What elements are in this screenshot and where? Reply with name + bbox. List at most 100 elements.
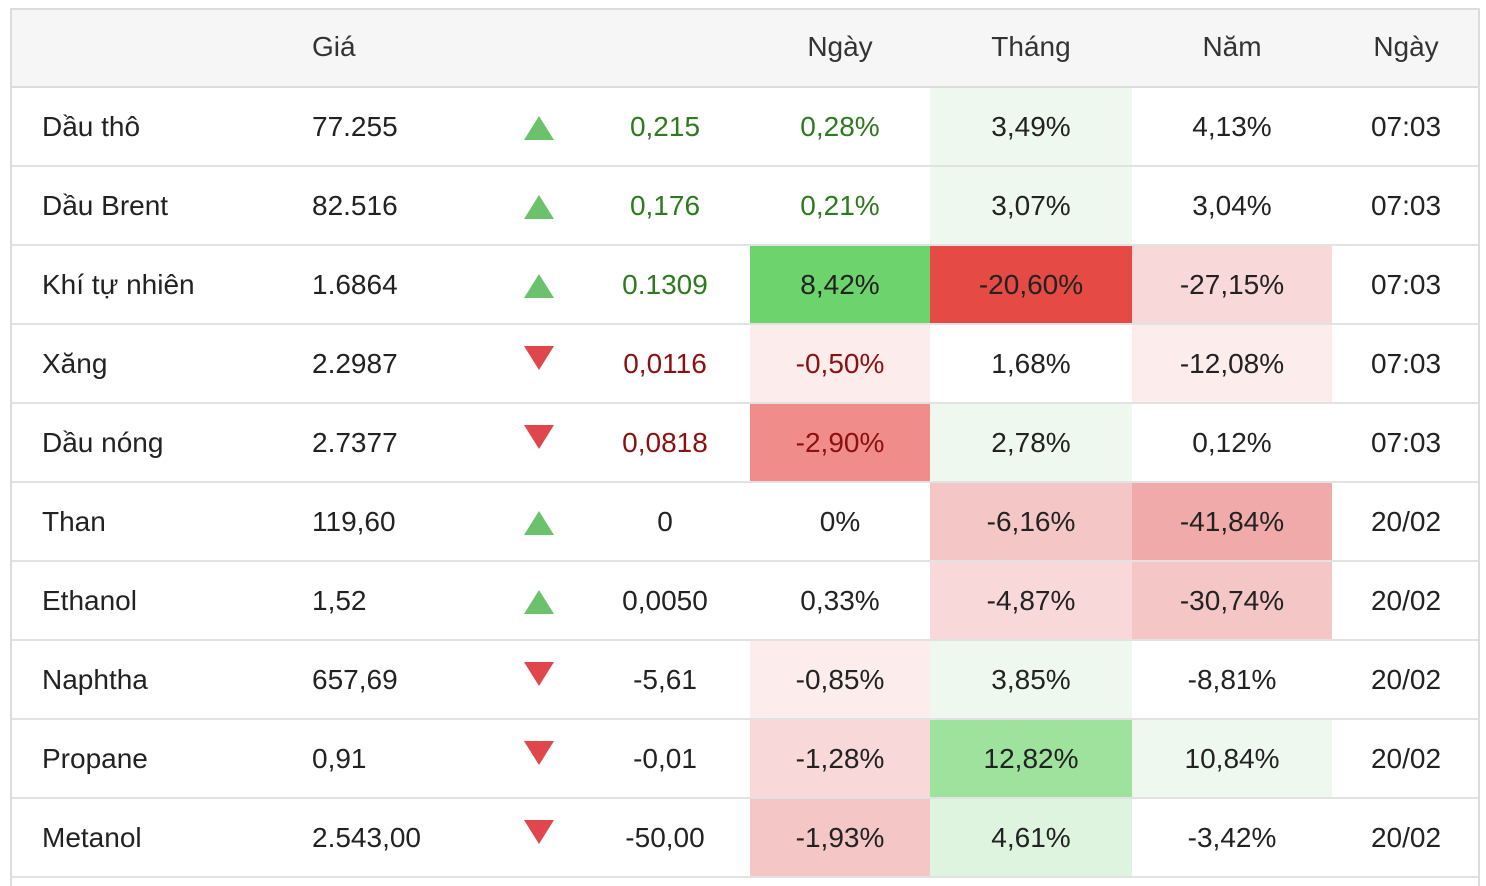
arrow-up-icon bbox=[524, 511, 554, 536]
update-date: 07:03 bbox=[1332, 166, 1478, 246]
year-change-percent: -27,15% bbox=[1132, 245, 1332, 325]
commodity-name[interactable]: Xăng bbox=[12, 324, 280, 404]
direction-cell bbox=[480, 482, 580, 562]
arrow-up-icon bbox=[524, 116, 554, 141]
header-day-change[interactable]: Ngày bbox=[750, 10, 930, 88]
commodity-price: 82.516 bbox=[280, 166, 480, 246]
table-row[interactable]: Than 119,60 0 0% -6,16% -41,84% 20/02 bbox=[12, 482, 1478, 562]
month-change-percent: 4,61% bbox=[930, 798, 1132, 878]
header-year-change[interactable]: Năm bbox=[1132, 10, 1332, 88]
header-name bbox=[12, 10, 280, 88]
price-change: -5,61 bbox=[580, 640, 750, 720]
day-change-percent: -0,85% bbox=[750, 640, 930, 720]
price-change: 0,215 bbox=[580, 87, 750, 167]
commodity-name[interactable]: Dầu Brent bbox=[12, 166, 280, 246]
table-row[interactable]: Ethanol 1,52 0,0050 0,33% -4,87% -30,74% 20/02 bbox=[12, 561, 1478, 641]
table-row[interactable]: Dầu thô 77.255 0,215 0,28% 3,49% 4,13% 07:03 bbox=[12, 87, 1478, 167]
update-date: 07:03 bbox=[1332, 403, 1478, 483]
month-change-percent: 3,07% bbox=[930, 166, 1132, 246]
year-change-percent: -12,08% bbox=[1132, 324, 1332, 404]
year-change-percent: -8,81% bbox=[1132, 640, 1332, 720]
month-change-percent: -4,87% bbox=[930, 561, 1132, 641]
year-change-percent: -3,42% bbox=[1132, 798, 1332, 878]
commodity-name[interactable]: Than bbox=[12, 482, 280, 562]
day-change-percent: -1,28% bbox=[750, 719, 930, 799]
commodity-name[interactable]: Naphtha bbox=[12, 640, 280, 720]
header-arrow bbox=[480, 10, 580, 88]
commodity-price: 119,60 bbox=[280, 482, 480, 562]
commodity-name[interactable]: Dầu nóng bbox=[12, 403, 280, 483]
arrow-down-icon bbox=[524, 346, 554, 371]
arrow-down-icon bbox=[524, 741, 554, 766]
update-date: 07:03 bbox=[1332, 87, 1478, 167]
arrow-down-icon bbox=[524, 425, 554, 450]
commodity-price: 0,91 bbox=[280, 719, 480, 799]
price-change: 0.1309 bbox=[580, 245, 750, 325]
month-change-percent: 12,82% bbox=[930, 719, 1132, 799]
table-row[interactable]: Dầu nóng 2.7377 0,0818 -2,90% 2,78% 0,12% 07:0… bbox=[12, 403, 1478, 483]
header-change bbox=[580, 10, 750, 88]
day-change-percent: 0,28% bbox=[750, 87, 930, 167]
table-header-row: Giá Ngày Tháng Năm Ngày bbox=[12, 10, 1478, 88]
direction-cell bbox=[480, 798, 580, 878]
price-change: 0,0818 bbox=[580, 403, 750, 483]
price-change: 0,176 bbox=[580, 166, 750, 246]
commodity-name[interactable]: Ethanol bbox=[12, 561, 280, 641]
direction-cell bbox=[480, 640, 580, 720]
commodity-name[interactable]: Propane bbox=[12, 719, 280, 799]
table-row[interactable]: Dầu Brent 82.516 0,176 0,21% 3,07% 3,04% 07:03 bbox=[12, 166, 1478, 246]
commodity-table-container: Giá Ngày Tháng Năm Ngày Dầu thô 77.255 0,2… bbox=[10, 8, 1480, 886]
month-change-percent: 3,85% bbox=[930, 640, 1132, 720]
year-change-percent: -41,84% bbox=[1132, 482, 1332, 562]
year-change-percent: -30,74% bbox=[1132, 561, 1332, 641]
month-change-percent: -20,60% bbox=[930, 245, 1132, 325]
header-month-change[interactable]: Tháng bbox=[930, 10, 1132, 88]
direction-cell bbox=[480, 719, 580, 799]
commodity-name[interactable]: Khí tự nhiên bbox=[12, 245, 280, 325]
year-change-percent: 10,84% bbox=[1132, 719, 1332, 799]
month-change-percent: 2,78% bbox=[930, 403, 1132, 483]
day-change-percent: 0,21% bbox=[750, 166, 930, 246]
update-date: 07:03 bbox=[1332, 324, 1478, 404]
day-change-percent: -2,90% bbox=[750, 403, 930, 483]
table-row[interactable]: Metanol 2.543,00 -50,00 -1,93% 4,61% -3,42% 20… bbox=[12, 798, 1478, 878]
update-date: 07:03 bbox=[1332, 245, 1478, 325]
header-date[interactable]: Ngày bbox=[1332, 10, 1478, 88]
table-row[interactable]: Khí tự nhiên 1.6864 0.1309 8,42% -20,60% -27,… bbox=[12, 245, 1478, 325]
direction-cell bbox=[480, 245, 580, 325]
price-change: -50,00 bbox=[580, 798, 750, 878]
price-change: 0,0050 bbox=[580, 561, 750, 641]
day-change-percent: 0% bbox=[750, 482, 930, 562]
arrow-up-icon bbox=[524, 195, 554, 220]
year-change-percent: 3,04% bbox=[1132, 166, 1332, 246]
update-date: 20/02 bbox=[1332, 561, 1478, 641]
year-change-percent: 4,13% bbox=[1132, 87, 1332, 167]
commodity-name[interactable]: Metanol bbox=[12, 798, 280, 878]
commodity-price: 1.6864 bbox=[280, 245, 480, 325]
arrow-up-icon bbox=[524, 274, 554, 299]
table-row[interactable]: Xăng 2.2987 0,0116 -0,50% 1,68% -12,08% 07:03 bbox=[12, 324, 1478, 404]
arrow-down-icon bbox=[524, 662, 554, 687]
commodity-price: 77.255 bbox=[280, 87, 480, 167]
day-change-percent: 0,33% bbox=[750, 561, 930, 641]
direction-cell bbox=[480, 324, 580, 404]
price-change: -0,01 bbox=[580, 719, 750, 799]
table-body: Dầu thô 77.255 0,215 0,28% 3,49% 4,13% 07:03 Dầ… bbox=[12, 87, 1478, 878]
price-change: 0 bbox=[580, 482, 750, 562]
direction-cell bbox=[480, 166, 580, 246]
direction-cell bbox=[480, 561, 580, 641]
day-change-percent: 8,42% bbox=[750, 245, 930, 325]
header-price[interactable]: Giá bbox=[280, 10, 480, 88]
direction-cell bbox=[480, 87, 580, 167]
month-change-percent: 1,68% bbox=[930, 324, 1132, 404]
price-change: 0,0116 bbox=[580, 324, 750, 404]
table-row[interactable]: Propane 0,91 -0,01 -1,28% 12,82% 10,84% 20/02 bbox=[12, 719, 1478, 799]
day-change-percent: -1,93% bbox=[750, 798, 930, 878]
table-row[interactable]: Naphtha 657,69 -5,61 -0,85% 3,85% -8,81% 20/02 bbox=[12, 640, 1478, 720]
commodity-price-table: Giá Ngày Tháng Năm Ngày Dầu thô 77.255 0,2… bbox=[12, 10, 1478, 878]
commodity-name[interactable]: Dầu thô bbox=[12, 87, 280, 167]
arrow-up-icon bbox=[524, 590, 554, 615]
update-date: 20/02 bbox=[1332, 640, 1478, 720]
update-date: 20/02 bbox=[1332, 482, 1478, 562]
commodity-price: 1,52 bbox=[280, 561, 480, 641]
